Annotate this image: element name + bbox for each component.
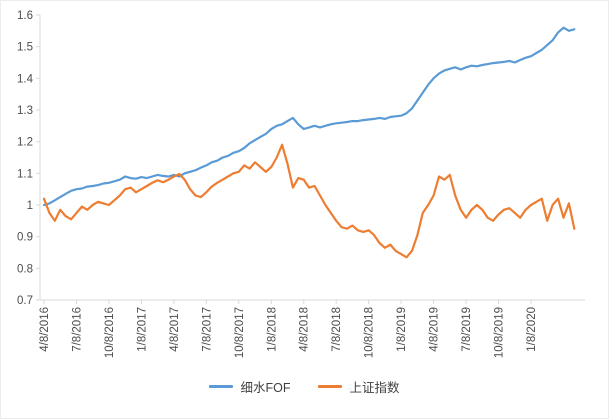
index-line-swatch	[318, 385, 343, 388]
fof-line-swatch	[209, 385, 234, 388]
line-chart-canvas[interactable]: 0.7 0.8 0.9 1 1.1 1.2 1.3 1.4 1.5 1.6 4/8/2016 7/8/…	[0, 1, 609, 375]
y-axis-label: 1.5	[17, 42, 33, 54]
x-axis-label: 4/8/2018	[299, 307, 311, 352]
x-axis-label: 10/8/2018	[364, 307, 376, 358]
y-axis-label: 1.2	[17, 137, 33, 149]
x-axis-label: 10/8/2017	[234, 307, 246, 358]
legend-label-index: 上证指数	[349, 381, 400, 395]
x-axis-label: 10/8/2019	[494, 307, 506, 358]
y-axis-label: 1	[27, 200, 33, 212]
x-axis-label: 10/8/2016	[104, 307, 116, 358]
y-axis-label: 0.8	[17, 263, 33, 275]
legend-item-fof[interactable]: 细水FOF	[209, 377, 290, 396]
x-axis-label: 4/8/2017	[169, 307, 181, 352]
y-axis-label: 1.3	[17, 105, 33, 117]
x-axis-label: 7/8/2017	[201, 307, 213, 352]
y-axis-label: 1.4	[17, 73, 34, 85]
series-line-index[interactable]	[42, 143, 576, 259]
x-axis-label: 1/8/2019	[396, 307, 408, 352]
x-axis-label: 4/8/2019	[429, 307, 441, 352]
legend-label-fof: 细水FOF	[240, 381, 291, 395]
y-axis-label: 0.7	[17, 295, 33, 307]
y-axis-label: 1.1	[17, 168, 33, 180]
x-axis-label: 7/8/2016	[71, 307, 83, 352]
chart-legend: 细水FOF 上证指数	[209, 377, 400, 396]
x-axis-label: 7/8/2018	[331, 307, 343, 352]
x-axis-label: 4/8/2016	[39, 307, 51, 352]
legend-item-index[interactable]: 上证指数	[318, 377, 400, 396]
x-axis-label: 1/8/2017	[136, 307, 148, 352]
y-axis-label: 1.6	[17, 10, 33, 22]
x-axis-label: 7/8/2019	[461, 307, 473, 352]
y-axis-label: 0.9	[17, 232, 33, 244]
x-axis-label: 1/8/2020	[526, 307, 538, 352]
series-line-fof[interactable]	[42, 26, 576, 207]
x-axis-label: 1/8/2018	[266, 307, 278, 352]
